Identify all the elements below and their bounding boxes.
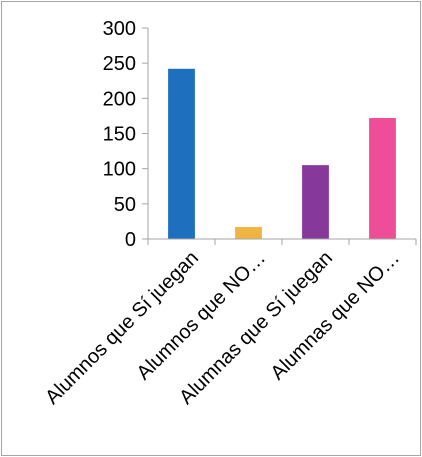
bar-2 [235, 227, 262, 239]
y-tick-label: 0 [125, 229, 136, 251]
y-tick-label: 150 [103, 124, 136, 146]
bar-1 [168, 68, 195, 239]
y-tick-label: 200 [103, 88, 136, 110]
y-tick-label: 300 [103, 18, 136, 40]
bars [168, 68, 396, 239]
bar-4 [369, 118, 396, 239]
y-tick-label: 100 [103, 159, 136, 181]
bar-3 [302, 165, 329, 239]
y-axis-ticks: 0 50 100 150 200 250 300 [103, 18, 148, 251]
y-tick-label: 250 [103, 53, 136, 75]
y-tick-label: 50 [114, 194, 136, 216]
